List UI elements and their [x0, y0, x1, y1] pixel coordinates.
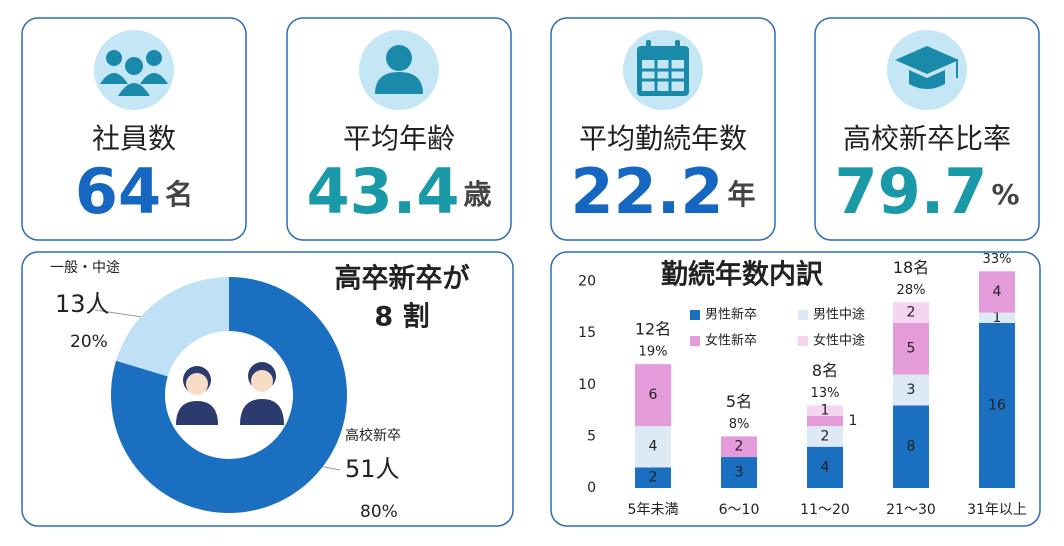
slice-value-label: 13人 [55, 290, 110, 318]
segment-label: 2 [907, 305, 916, 321]
share-label: 19% [639, 345, 668, 360]
segment-label: 1 [993, 310, 1002, 326]
slice-share-label: 20% [70, 332, 108, 352]
card-value: 79.7% [834, 155, 1019, 228]
kpi-number: 79.7 [834, 155, 987, 228]
icon-calendar [623, 30, 703, 110]
bar-segment [635, 364, 671, 427]
x-tick-label: 21～30 [886, 502, 936, 518]
kpi-unit: % [991, 178, 1019, 211]
donut-slice [110, 277, 347, 514]
y-tick-label: 5 [587, 428, 596, 444]
bar-segment [979, 271, 1015, 313]
segment-label: 3 [735, 465, 744, 481]
segment-label: 4 [821, 459, 830, 475]
kpi-number: 22.2 [571, 155, 724, 228]
card [21, 17, 247, 241]
segment-label: 2 [821, 428, 830, 444]
card-value: 22.2 年 [571, 155, 756, 228]
kpi-unit: 名 [165, 178, 193, 211]
donut-people [176, 362, 284, 425]
y-tick-label: 20 [578, 274, 596, 290]
kpi-number: 43.4 [307, 155, 460, 228]
bar-segment [807, 426, 843, 447]
total-label: 12名 [635, 320, 671, 339]
total-label: 18名 [893, 258, 929, 277]
legend-label: 女性新卒 [705, 333, 757, 349]
y-tick-label: 10 [578, 377, 596, 393]
x-tick-label: 5年未満 [628, 502, 679, 518]
bar-segment [979, 322, 1015, 488]
chart-title: 勤続年数内訳 [661, 259, 824, 291]
bar-segment [807, 446, 843, 488]
card-value: 64 名 [75, 155, 193, 228]
kpi-number: 64 [75, 155, 161, 228]
card [550, 17, 776, 241]
share-label: 28% [897, 283, 926, 298]
slice-category: 一般・中途 [50, 259, 120, 276]
bar-segment [893, 405, 929, 488]
total-label: 5名 [726, 392, 752, 411]
bar-segment [721, 436, 757, 458]
segment-label: 1 [849, 413, 858, 429]
share-label: 8% [729, 417, 750, 432]
bar-segment [893, 302, 929, 323]
segment-label: 4 [993, 284, 1002, 300]
legend-swatch [690, 336, 700, 346]
icon-graduation [887, 30, 967, 110]
legend-label: 女性中途 [813, 333, 865, 349]
legend-label: 男性新卒 [705, 307, 757, 323]
bar-segment [807, 405, 843, 416]
legend-swatch [798, 336, 808, 346]
kpi-unit: 歳 [463, 178, 491, 211]
bar-segment [979, 312, 1015, 323]
chart-title: 高卒新卒が [335, 263, 470, 295]
slice-category: 高校新卒 [345, 427, 401, 444]
card-label: 平均年齢 [343, 122, 455, 155]
segment-label: 2 [735, 439, 744, 455]
bar-segment [635, 467, 671, 488]
share-label: 13% [811, 386, 840, 401]
chart-title: 8 割 [374, 301, 429, 333]
total-label: 8名 [812, 361, 838, 380]
x-tick-label: 31年以上 [967, 502, 1027, 518]
panel [550, 251, 1041, 527]
segment-label: 8 [907, 439, 916, 455]
x-tick-label: 6～10 [719, 502, 760, 518]
card-label: 社員数 [92, 122, 176, 155]
slice-value-label: 51人 [345, 455, 400, 483]
segment-label: 3 [907, 382, 916, 398]
bar-segment [807, 415, 843, 427]
y-tick-label: 0 [587, 480, 596, 496]
bar-segment [635, 426, 671, 468]
icon-people [94, 30, 174, 110]
slice-share-label: 80% [360, 502, 398, 522]
bar-segment [893, 322, 929, 375]
bar-segment [721, 457, 757, 488]
share-label: 33% [983, 252, 1012, 267]
card-value: 43.4 歳 [307, 155, 492, 228]
bar-segment [893, 374, 929, 406]
legend-swatch [798, 310, 808, 320]
card [814, 17, 1040, 241]
donut-slice [116, 277, 229, 377]
y-tick-label: 15 [578, 325, 596, 341]
x-tick-label: 11～20 [800, 502, 850, 518]
segment-label: 5 [907, 341, 916, 357]
card [286, 17, 512, 241]
segment-label: 6 [649, 387, 658, 403]
legend-label: 男性中途 [813, 307, 865, 323]
icon-person [359, 30, 439, 110]
segment-label: 4 [649, 439, 658, 455]
legend-swatch [690, 310, 700, 320]
segment-label: 16 [988, 397, 1006, 413]
card-label: 平均勤続年数 [579, 122, 747, 155]
segment-label: 2 [649, 470, 658, 486]
kpi-unit: 年 [727, 178, 755, 211]
segment-label: 1 [821, 403, 830, 419]
card-label: 高校新卒比率 [843, 122, 1011, 155]
